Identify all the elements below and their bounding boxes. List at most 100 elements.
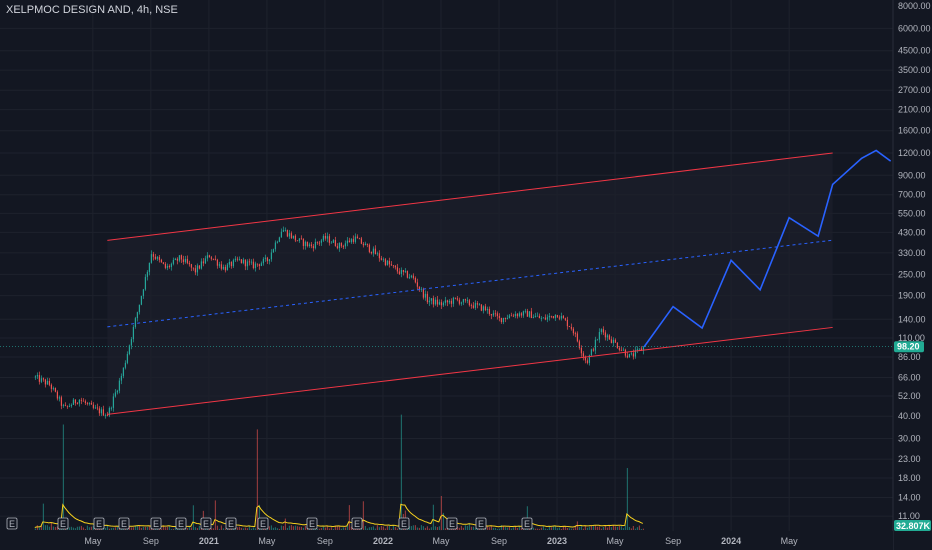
- price-axis[interactable]: [893, 0, 932, 550]
- price-tick-label: 11.00: [898, 511, 920, 521]
- candle-body: [514, 313, 517, 317]
- candle-body: [62, 404, 65, 406]
- candle-body: [600, 329, 603, 332]
- volume-bar: [440, 495, 443, 530]
- candle-body: [540, 318, 543, 319]
- volume-bar: [342, 527, 345, 530]
- candle-body: [34, 376, 37, 378]
- volume-bar: [400, 414, 403, 530]
- candle-body: [494, 313, 497, 315]
- candle-body: [478, 304, 481, 306]
- volume-bar: [632, 525, 635, 530]
- candle-body: [362, 243, 365, 246]
- earnings-marker[interactable]: E: [93, 517, 105, 530]
- time-axis[interactable]: [0, 531, 893, 550]
- candle-body: [236, 258, 239, 260]
- earnings-marker[interactable]: E: [118, 517, 130, 530]
- volume-bar: [68, 527, 71, 530]
- volume-bar: [210, 528, 213, 530]
- candle-body: [322, 235, 325, 241]
- price-tick-label: 700.00: [898, 190, 926, 200]
- earnings-marker[interactable]: E: [521, 517, 533, 530]
- candle-body: [490, 313, 493, 316]
- earnings-marker[interactable]: E: [57, 517, 69, 530]
- earnings-marker[interactable]: E: [200, 517, 212, 530]
- candle-body: [308, 244, 311, 247]
- candle-body: [326, 236, 329, 239]
- volume-bar: [62, 424, 65, 530]
- candle-body: [50, 384, 53, 389]
- candle-body: [428, 300, 431, 303]
- candle-body: [630, 353, 633, 355]
- earnings-marker[interactable]: E: [446, 517, 458, 530]
- candle-body: [390, 264, 393, 266]
- candle-body: [208, 255, 211, 258]
- volume-bar: [380, 525, 383, 530]
- volume-bar: [504, 527, 507, 530]
- candle-body: [466, 300, 469, 302]
- candle-body: [586, 360, 589, 363]
- price-tick-label: 550.00: [898, 208, 926, 218]
- price-tick-label: 2100.00: [898, 105, 931, 115]
- candle-body: [112, 396, 115, 408]
- candle-body: [426, 293, 429, 303]
- volume-bar: [242, 528, 245, 530]
- candle-body: [636, 349, 639, 351]
- earnings-marker[interactable]: E: [257, 517, 269, 530]
- volume-bar: [472, 526, 475, 530]
- volume-bar: [274, 527, 277, 530]
- svg-text:E: E: [96, 519, 102, 529]
- candle-body: [346, 240, 349, 244]
- candle-body: [638, 348, 641, 350]
- candle-body: [370, 251, 373, 254]
- volume-bar: [300, 526, 303, 530]
- volume-bar: [594, 525, 597, 530]
- volume-bar: [392, 525, 395, 530]
- candle-body: [144, 276, 147, 290]
- candle-body: [584, 356, 587, 361]
- earnings-marker[interactable]: E: [175, 517, 187, 530]
- time-tick-label: 2023: [547, 536, 567, 546]
- volume-bar: [556, 528, 559, 530]
- candle-body: [360, 238, 363, 244]
- channel-lower-line[interactable]: [107, 326, 833, 415]
- volume-bar: [292, 526, 295, 530]
- projection-path[interactable]: [643, 149, 892, 348]
- volume-bar: [286, 527, 289, 530]
- candle-body: [410, 275, 413, 278]
- earnings-marker[interactable]: E: [150, 517, 162, 530]
- volume-bar: [40, 525, 43, 530]
- price-tick-label: 3500.00: [898, 65, 931, 75]
- earnings-marker[interactable]: E: [6, 517, 18, 530]
- channel-middle-line[interactable]: [107, 239, 833, 328]
- earnings-marker[interactable]: E: [398, 517, 410, 530]
- candle-body: [358, 238, 361, 240]
- volume-bar: [318, 528, 321, 530]
- candle-body: [502, 317, 505, 323]
- time-tick-label: May: [432, 536, 450, 546]
- volume-bar: [328, 528, 331, 530]
- volume-bar: [82, 527, 85, 530]
- earnings-marker[interactable]: E: [225, 517, 237, 530]
- earnings-marker[interactable]: E: [475, 517, 487, 530]
- channel-upper-line[interactable]: [107, 152, 833, 241]
- volume-bar: [396, 528, 399, 530]
- volume-bar: [144, 526, 147, 530]
- svg-text:E: E: [449, 519, 455, 529]
- earnings-marker[interactable]: E: [351, 517, 363, 530]
- candle-body: [80, 399, 83, 401]
- price-tick-label: 190.00: [898, 291, 926, 301]
- candle-body: [86, 403, 89, 404]
- candle-body: [356, 236, 359, 239]
- volume-bar: [568, 528, 571, 530]
- candle-body: [290, 233, 293, 239]
- time-tick-label: May: [781, 536, 799, 546]
- price-tick-label: 2700.00: [898, 85, 931, 95]
- volume-bar: [514, 526, 517, 530]
- candle-body: [166, 266, 169, 268]
- earnings-marker[interactable]: E: [306, 517, 318, 530]
- price-tick-label: 30.00: [898, 434, 921, 444]
- candle-body: [462, 299, 465, 303]
- volume-bar: [238, 526, 241, 530]
